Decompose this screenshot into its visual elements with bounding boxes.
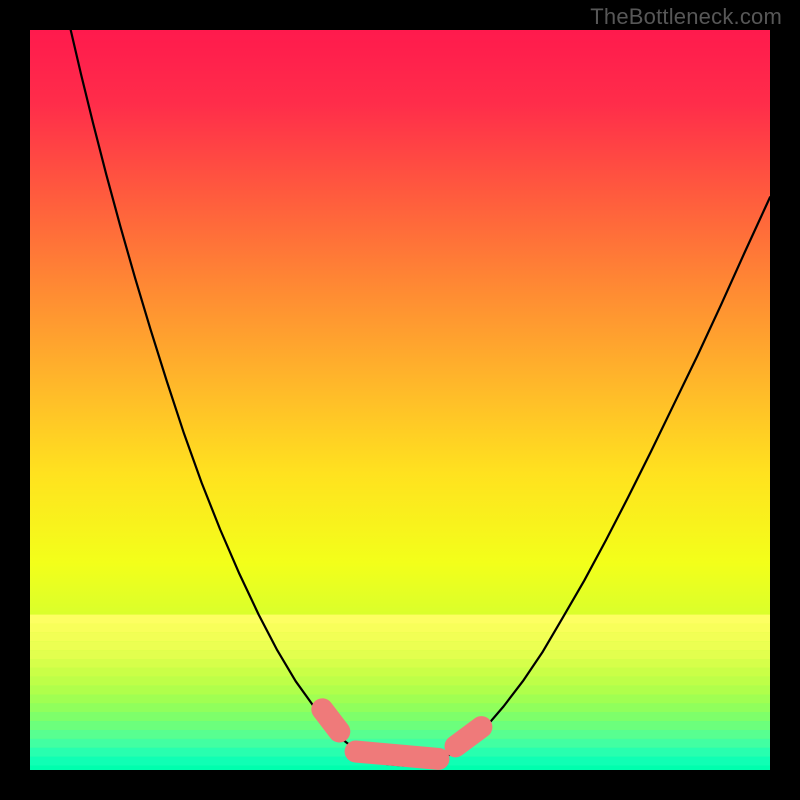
watermark-text: TheBottleneck.com <box>590 4 782 30</box>
bottleneck-chart <box>0 0 800 800</box>
